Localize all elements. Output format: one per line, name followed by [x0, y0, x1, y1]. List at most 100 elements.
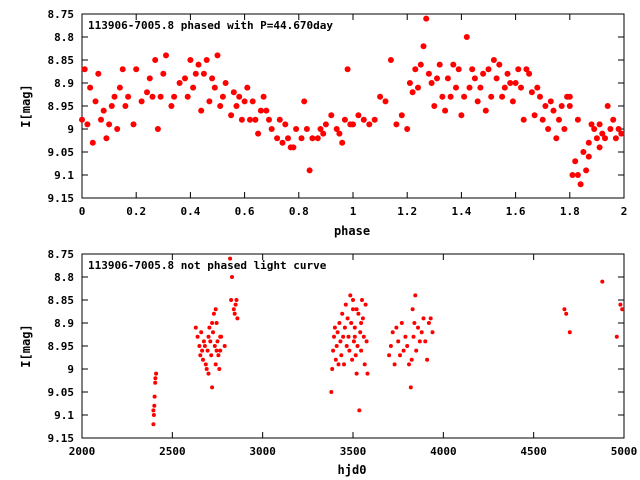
data-point [562, 307, 567, 312]
data-point [463, 34, 470, 40]
data-point [195, 334, 200, 339]
data-point [434, 75, 440, 82]
y-tick-label: 8.8 [54, 31, 74, 44]
x-tick-label: 3500 [340, 445, 367, 458]
x-tick-label: 4000 [430, 445, 457, 458]
data-point [230, 275, 234, 279]
data-point [615, 126, 622, 132]
data-point [198, 353, 203, 358]
data-point [244, 84, 251, 91]
data-point [200, 348, 205, 353]
data-point [257, 107, 264, 114]
data-point [84, 121, 91, 128]
data-point [344, 66, 351, 73]
data-point [387, 57, 394, 63]
y-tick-label: 8.85 [48, 54, 75, 67]
data-point [153, 380, 158, 385]
data-point [119, 66, 126, 73]
data-point [357, 408, 362, 413]
data-point [215, 339, 220, 344]
y-tick-label: 9.05 [48, 146, 75, 159]
data-point [146, 75, 153, 82]
data-point [241, 98, 248, 105]
data-point [574, 116, 581, 123]
x-tick-label: 0.2 [126, 205, 146, 218]
data-point [290, 144, 297, 151]
data-point [414, 348, 419, 353]
data-point [190, 84, 197, 91]
y-axis-label: I[mag] [19, 324, 33, 367]
data-point [405, 344, 410, 348]
x-tick-label: 1.6 [506, 205, 526, 218]
data-point [202, 344, 207, 348]
data-point [98, 116, 104, 123]
data-point [425, 357, 430, 362]
data-point [469, 66, 476, 73]
y-tick-labels: 8.75 8.8 8.85 8.9 8.95 9 9.05 9.1 9.15 [48, 248, 75, 445]
data-point [499, 93, 506, 100]
data-point [252, 116, 259, 123]
data-point [151, 413, 156, 417]
data-point [152, 57, 159, 63]
data-point [545, 126, 552, 132]
data-point [387, 353, 392, 358]
phased-light-curve-panel: 8.75 8.8 8.85 8.9 8.95 9 9.05 9.1 9.15 0 0.2 0.4 0.… [19, 8, 627, 238]
data-point [359, 321, 364, 325]
data-point [182, 75, 188, 82]
data-point [553, 135, 560, 142]
data-point [596, 121, 603, 128]
data-point [585, 139, 592, 146]
data-point [485, 66, 492, 73]
data-point [192, 70, 199, 77]
data-point [103, 135, 110, 142]
data-point [157, 93, 164, 100]
data-point [205, 348, 210, 353]
data-point [398, 353, 402, 358]
data-point [332, 334, 336, 339]
data-point [214, 321, 219, 325]
data-point [336, 362, 341, 367]
data-point [154, 126, 161, 132]
y-tick-label: 9.15 [48, 192, 75, 205]
x-tick-labels: 2000 2500 3000 3500 4000 4500 5000 [69, 445, 638, 458]
data-point [362, 362, 367, 367]
data-point [347, 348, 352, 353]
data-point [351, 307, 355, 312]
data-point [515, 66, 522, 73]
data-point [95, 70, 102, 77]
data-point [210, 321, 215, 325]
data-point [122, 103, 129, 109]
data-point [184, 93, 191, 100]
data-point [547, 98, 554, 105]
data-point [359, 348, 364, 353]
data-point [233, 302, 238, 307]
data-point [466, 84, 473, 91]
data-point [566, 103, 573, 109]
axis-ticks [81, 13, 625, 199]
y-axis-label: I[mag] [19, 84, 33, 127]
data-point [416, 325, 420, 330]
data-point [488, 93, 495, 100]
data-point [360, 116, 367, 123]
data-point [404, 126, 411, 132]
data-point [322, 121, 329, 128]
data-point [222, 344, 227, 348]
data-point [106, 121, 113, 128]
x-tick-label: 4500 [520, 445, 547, 458]
data-point [600, 279, 605, 284]
data-point [398, 112, 405, 119]
data-point [214, 348, 219, 353]
data-point [79, 116, 85, 123]
data-point [330, 367, 335, 371]
data-point [583, 167, 590, 174]
data-point [607, 126, 614, 132]
data-point [602, 135, 608, 142]
x-tick-label: 0.4 [180, 205, 200, 218]
data-point [260, 93, 267, 100]
data-point [333, 357, 338, 362]
data-point [176, 80, 183, 86]
x-tick-labels: 0 0.2 0.4 0.6 0.8 1 1.2 1.4 1.6 1.8 2 [79, 205, 628, 218]
data-point [490, 57, 497, 63]
data-point [353, 353, 358, 358]
data-point [331, 348, 336, 353]
